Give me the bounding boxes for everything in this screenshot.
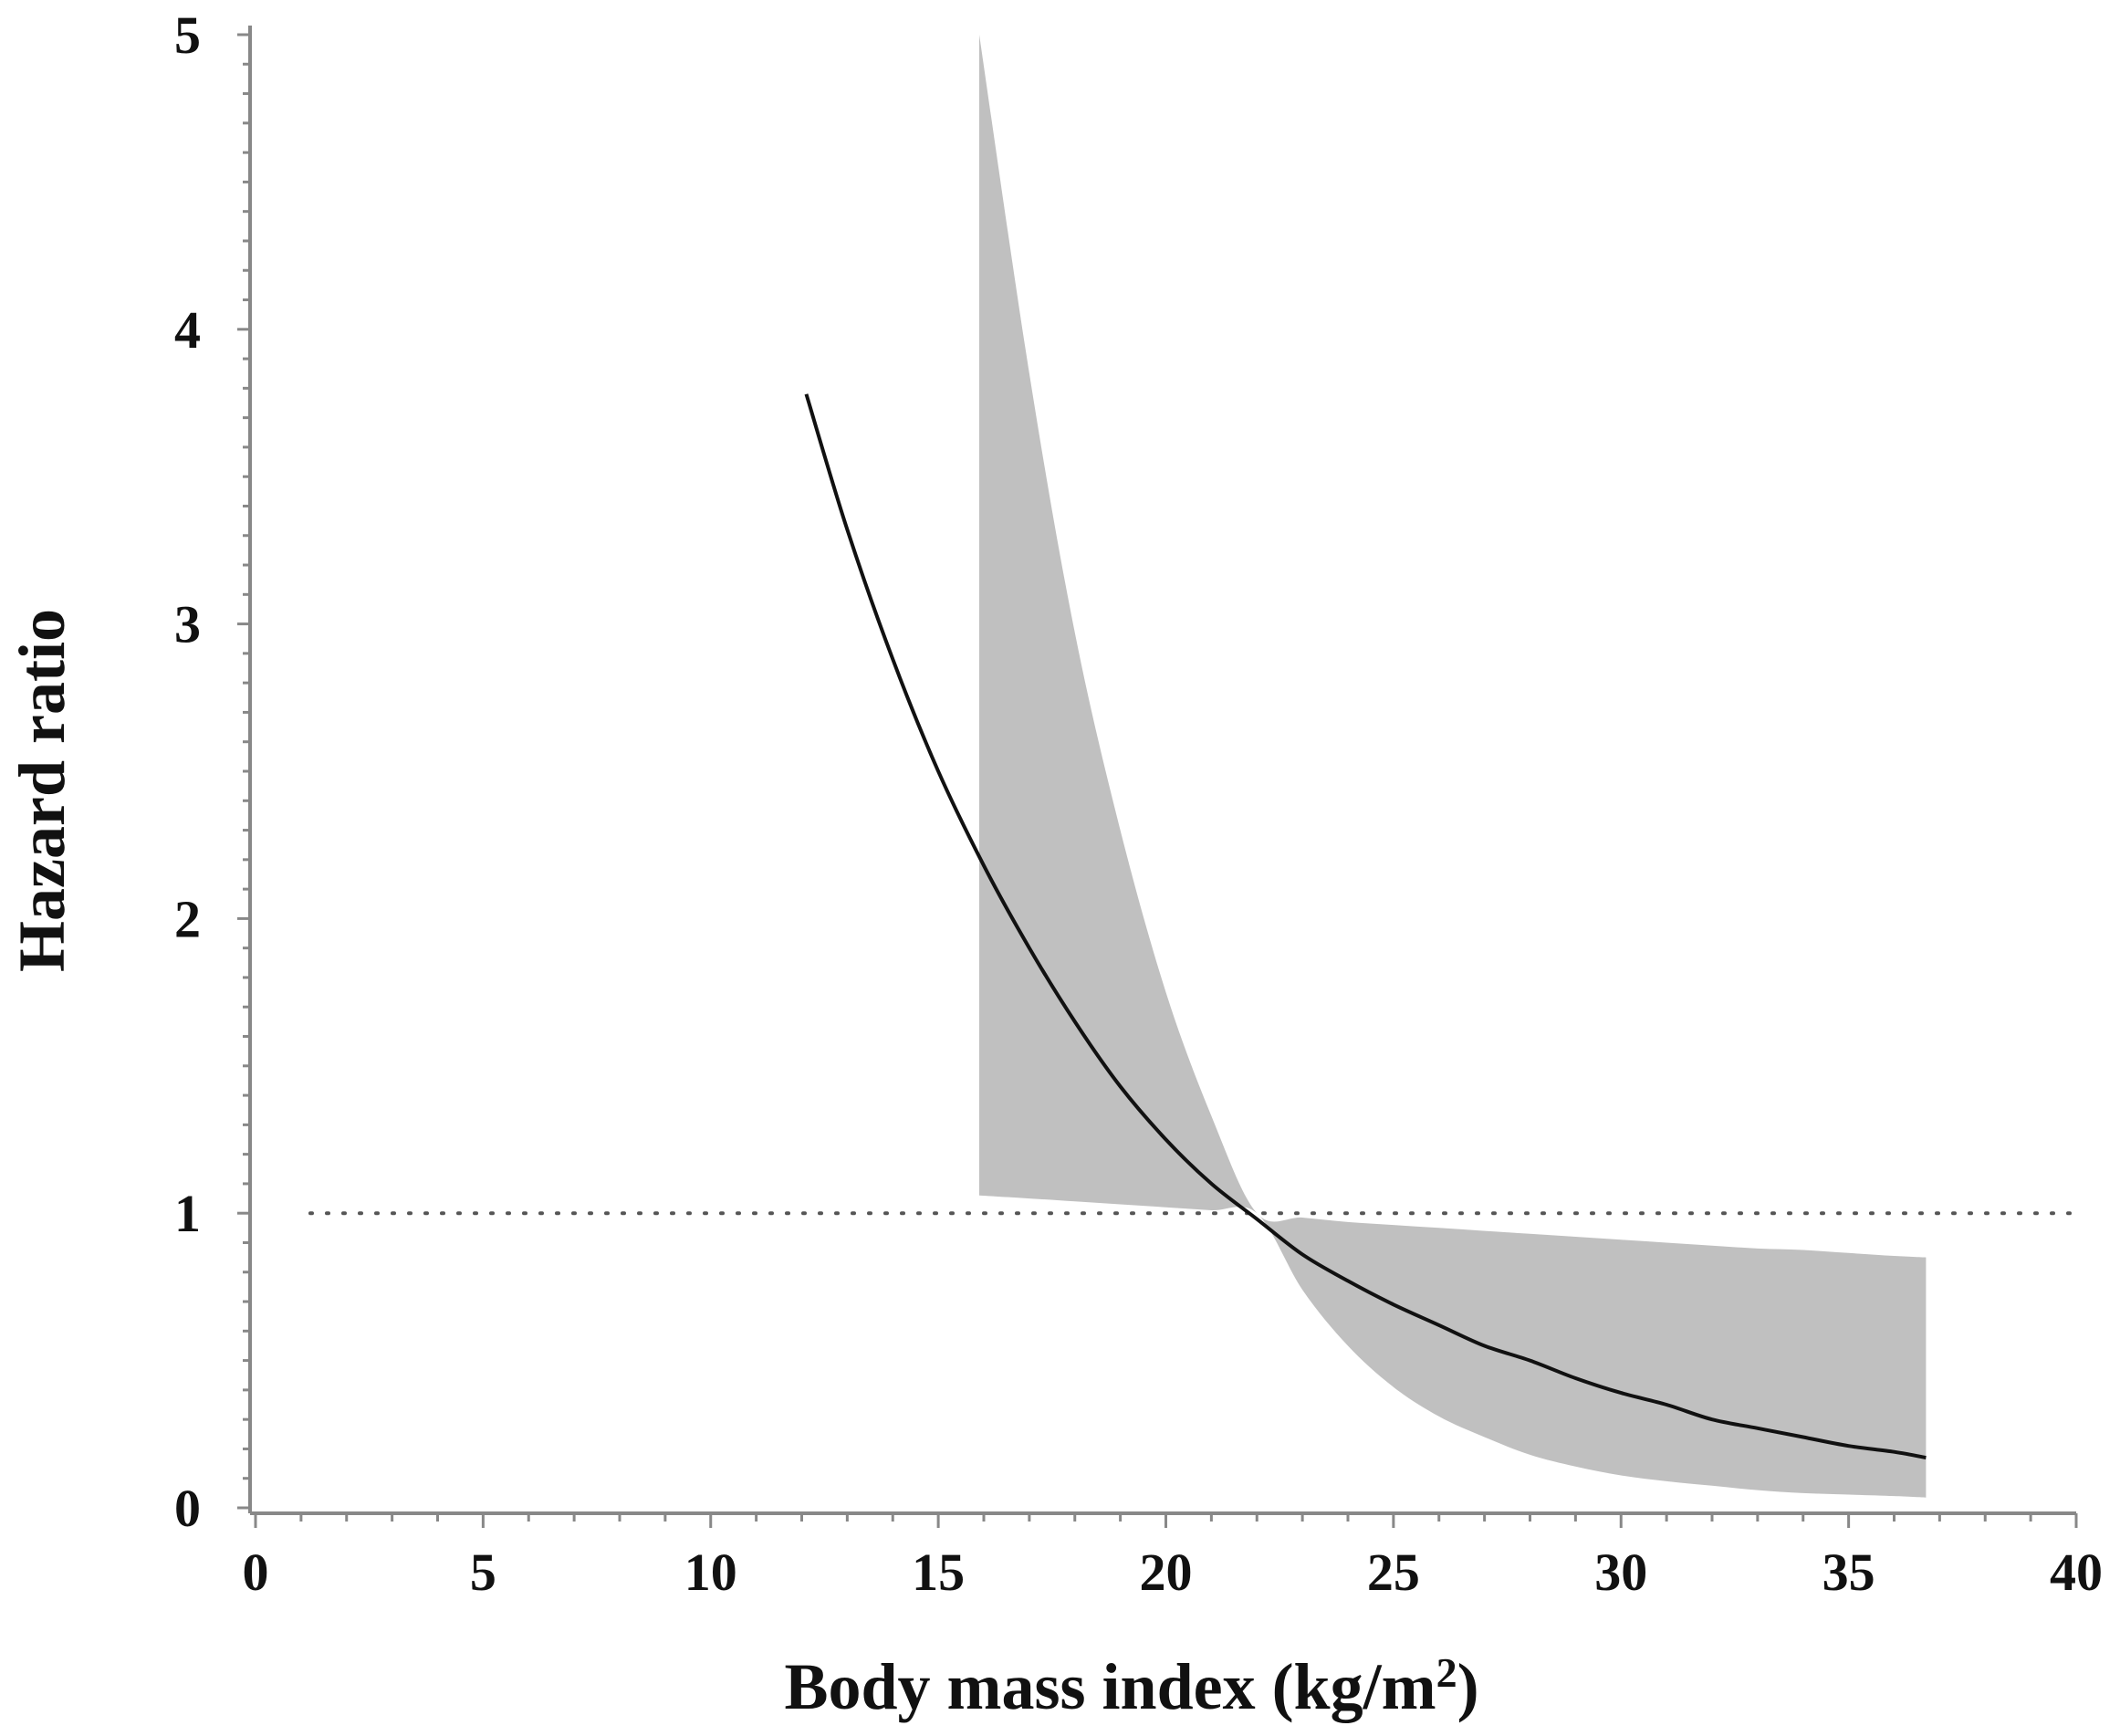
y-tick-label: 4 xyxy=(174,300,201,360)
x-axis-title-superscript: 2 xyxy=(1436,1649,1457,1696)
hazard-ratio-curve xyxy=(804,393,1927,1460)
x-axis-title-main: Body mass index (kg/m xyxy=(784,1650,1436,1723)
y-tick-label: 1 xyxy=(174,1184,201,1243)
x-tick-label: 40 xyxy=(2050,1543,2103,1602)
tick-labels: 0 1 2 3 4 5 0 5 10 15 20 25 30 35 40 xyxy=(174,5,2103,1602)
hazard-curve-layer xyxy=(804,393,1927,1460)
confidence-band xyxy=(979,35,1927,1498)
x-tick-label: 5 xyxy=(470,1543,496,1602)
x-tick-label: 30 xyxy=(1594,1543,1647,1602)
x-tick-label: 15 xyxy=(912,1543,965,1602)
y-tick-label: 5 xyxy=(174,5,201,65)
x-tick-label: 10 xyxy=(684,1543,737,1602)
x-axis-title: Body mass index (kg/m2) xyxy=(784,1649,1478,1723)
confidence-band-layer xyxy=(979,35,1927,1498)
y-tick-label: 0 xyxy=(174,1479,201,1538)
x-tick-label: 20 xyxy=(1140,1543,1193,1602)
y-tick-label: 2 xyxy=(174,889,201,948)
x-tick-label: 25 xyxy=(1367,1543,1420,1602)
x-tick-label: 35 xyxy=(1822,1543,1875,1602)
x-tick-label: 0 xyxy=(243,1543,269,1602)
x-axis-title-close: ) xyxy=(1457,1650,1479,1723)
axes xyxy=(237,26,2078,1528)
y-tick-label: 3 xyxy=(174,595,201,654)
y-axis-title: Hazard ratio xyxy=(5,609,78,972)
